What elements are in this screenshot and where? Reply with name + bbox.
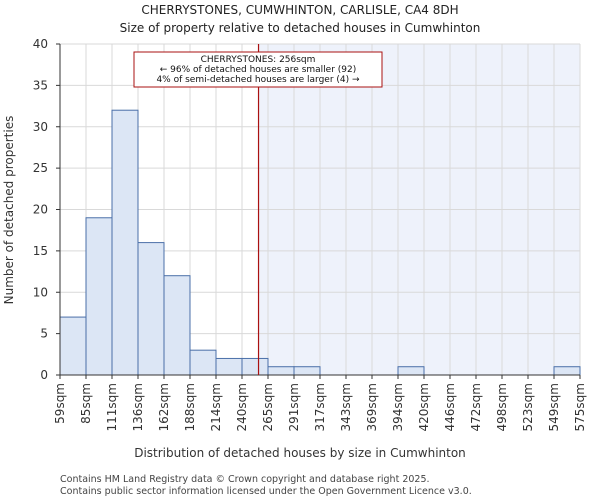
annotation-box xyxy=(133,51,383,88)
x-tick-label: 85sqm xyxy=(79,383,93,424)
histogram-bar xyxy=(111,109,139,376)
annotation-line: 4% of semi-detached houses are larger (4… xyxy=(156,75,360,85)
histogram-bar xyxy=(85,217,113,376)
y-tick-label: 25 xyxy=(33,161,48,175)
x-tick-label: 446sqm xyxy=(443,383,457,431)
y-tick-label: 30 xyxy=(33,120,48,134)
y-tick-label: 15 xyxy=(33,244,48,258)
x-tick-label: 240sqm xyxy=(235,383,249,431)
histogram-bar xyxy=(163,275,191,376)
histogram-bar xyxy=(215,357,243,376)
annotation-line: ← 96% of detached houses are smaller (92… xyxy=(160,65,357,75)
x-tick-label: 59sqm xyxy=(53,383,67,424)
x-tick-label: 214sqm xyxy=(209,383,223,431)
x-tick-label: 394sqm xyxy=(391,383,405,431)
histogram-bar xyxy=(59,316,87,376)
plot-area: 0 5 10 15 20 25 30 35 40 59sqm 85sqm 111sqm 136sqm 16… xyxy=(33,37,587,431)
x-tick-label: 111sqm xyxy=(105,383,119,431)
x-tick-label: 575sqm xyxy=(573,383,587,431)
x-tick-label: 291sqm xyxy=(287,383,301,431)
y-axis-label: Number of detached properties xyxy=(2,116,16,305)
x-tick-label: 265sqm xyxy=(261,383,275,431)
x-tick-label: 188sqm xyxy=(183,383,197,431)
footer-line-1: Contains HM Land Registry data © Crown c… xyxy=(60,474,430,485)
x-tick-label: 343sqm xyxy=(339,383,353,431)
x-tick-label: 420sqm xyxy=(417,383,431,431)
y-tick-label: 40 xyxy=(33,37,48,51)
x-tick-label: 472sqm xyxy=(469,383,483,431)
histogram-bar xyxy=(189,349,217,376)
y-tick-label: 10 xyxy=(33,285,48,299)
y-tick-label: 20 xyxy=(33,203,48,217)
x-axis-label: Distribution of detached houses by size … xyxy=(134,446,466,460)
histogram-bar xyxy=(397,366,425,376)
histogram-bar xyxy=(137,242,165,376)
x-tick-label: 136sqm xyxy=(131,383,145,431)
x-tick-label: 162sqm xyxy=(157,383,171,431)
x-tick-label: 523sqm xyxy=(521,383,535,431)
y-tick-label: 5 xyxy=(40,327,48,341)
y-tick-label: 35 xyxy=(33,78,48,92)
histogram-bar xyxy=(293,366,321,376)
footer-line-2: Contains public sector information licen… xyxy=(60,486,472,497)
chart-title: CHERRYSTONES, CUMWHINTON, CARLISLE, CA4 … xyxy=(141,3,458,17)
x-tick-label: 498sqm xyxy=(495,383,509,431)
annotation-line: CHERRYSTONES: 256sqm xyxy=(201,55,316,65)
x-tick-label: 369sqm xyxy=(365,383,379,431)
histogram-bar xyxy=(241,357,269,376)
histogram-bar xyxy=(267,366,295,376)
histogram-bar xyxy=(553,366,581,376)
y-tick-label: 0 xyxy=(40,368,48,382)
x-tick-label: 317sqm xyxy=(313,383,327,431)
x-tick-label: 549sqm xyxy=(547,383,561,431)
chart-subtitle: Size of property relative to detached ho… xyxy=(120,21,481,35)
